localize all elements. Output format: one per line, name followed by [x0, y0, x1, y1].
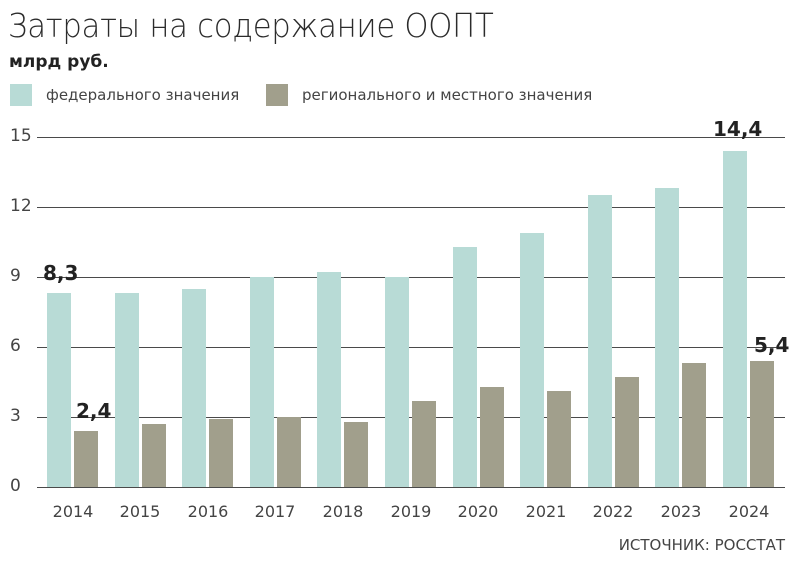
- x-tick-label: 2024: [728, 502, 770, 521]
- bar-federal-2019: [385, 277, 409, 487]
- x-tick-label: 2022: [592, 502, 634, 521]
- bar-federal-2015: [115, 293, 139, 487]
- bar-regional-2016: [209, 419, 233, 487]
- chart-unit: млрд руб.: [9, 52, 109, 72]
- bar-federal-2016: [182, 289, 206, 487]
- value-label-fed-2014: 8,3: [43, 261, 79, 285]
- chart-title: Затраты на содержание ООПТ: [8, 6, 494, 45]
- bar-federal-2024: [723, 151, 747, 487]
- bar-regional-2017: [277, 417, 301, 487]
- bar-federal-2022: [588, 195, 612, 487]
- y-tick-label: 3: [10, 406, 21, 426]
- value-label-reg-2014: 2,4: [76, 399, 112, 423]
- bar-federal-2018: [317, 272, 341, 487]
- x-tick-label: 2020: [457, 502, 499, 521]
- y-tick-label: 9: [10, 266, 21, 286]
- gridline-6: [37, 347, 785, 348]
- legend-swatch-regional: [266, 84, 288, 106]
- bar-regional-2024: [750, 361, 774, 487]
- legend-item-federal: федерального значения: [10, 84, 239, 106]
- x-tick-label: 2015: [119, 502, 161, 521]
- x-tick-label: 2016: [187, 502, 229, 521]
- x-tick-label: 2014: [52, 502, 94, 521]
- value-label-fed-2024: 14,4: [713, 117, 763, 141]
- bar-federal-2017: [250, 277, 274, 487]
- bar-federal-2023: [655, 188, 679, 487]
- bar-regional-2020: [480, 387, 504, 487]
- bar-federal-2014: [47, 293, 71, 487]
- legend-label-federal: федерального значения: [46, 86, 240, 104]
- gridline-9: [37, 277, 785, 278]
- x-tick-label: 2019: [390, 502, 432, 521]
- legend-label-regional: регионального и местного значения: [302, 86, 593, 104]
- x-tick-label: 2017: [254, 502, 296, 521]
- y-tick-label: 12: [10, 196, 32, 216]
- bar-regional-2014: [74, 431, 98, 487]
- bar-federal-2021: [520, 233, 544, 487]
- bar-regional-2021: [547, 391, 571, 487]
- gridline-0: [37, 487, 785, 488]
- bar-federal-2020: [453, 247, 477, 487]
- y-tick-label: 0: [10, 476, 21, 496]
- source-note: ИСТОЧНИК: РОССТАТ: [618, 536, 785, 554]
- value-label-reg-2024: 5,4: [754, 333, 790, 357]
- gridline-3: [37, 417, 785, 418]
- x-tick-label: 2021: [525, 502, 567, 521]
- y-tick-label: 15: [10, 126, 32, 146]
- x-tick-label: 2018: [322, 502, 364, 521]
- legend-item-regional: регионального и местного значения: [266, 84, 592, 106]
- bar-regional-2018: [344, 422, 368, 487]
- y-tick-label: 6: [10, 336, 21, 356]
- bar-regional-2022: [615, 377, 639, 487]
- bar-regional-2015: [142, 424, 166, 487]
- gridline-15: [37, 137, 785, 138]
- legend-swatch-federal: [10, 84, 32, 106]
- bar-regional-2019: [412, 401, 436, 487]
- x-tick-label: 2023: [660, 502, 702, 521]
- gridline-12: [37, 207, 785, 208]
- bar-regional-2023: [682, 363, 706, 487]
